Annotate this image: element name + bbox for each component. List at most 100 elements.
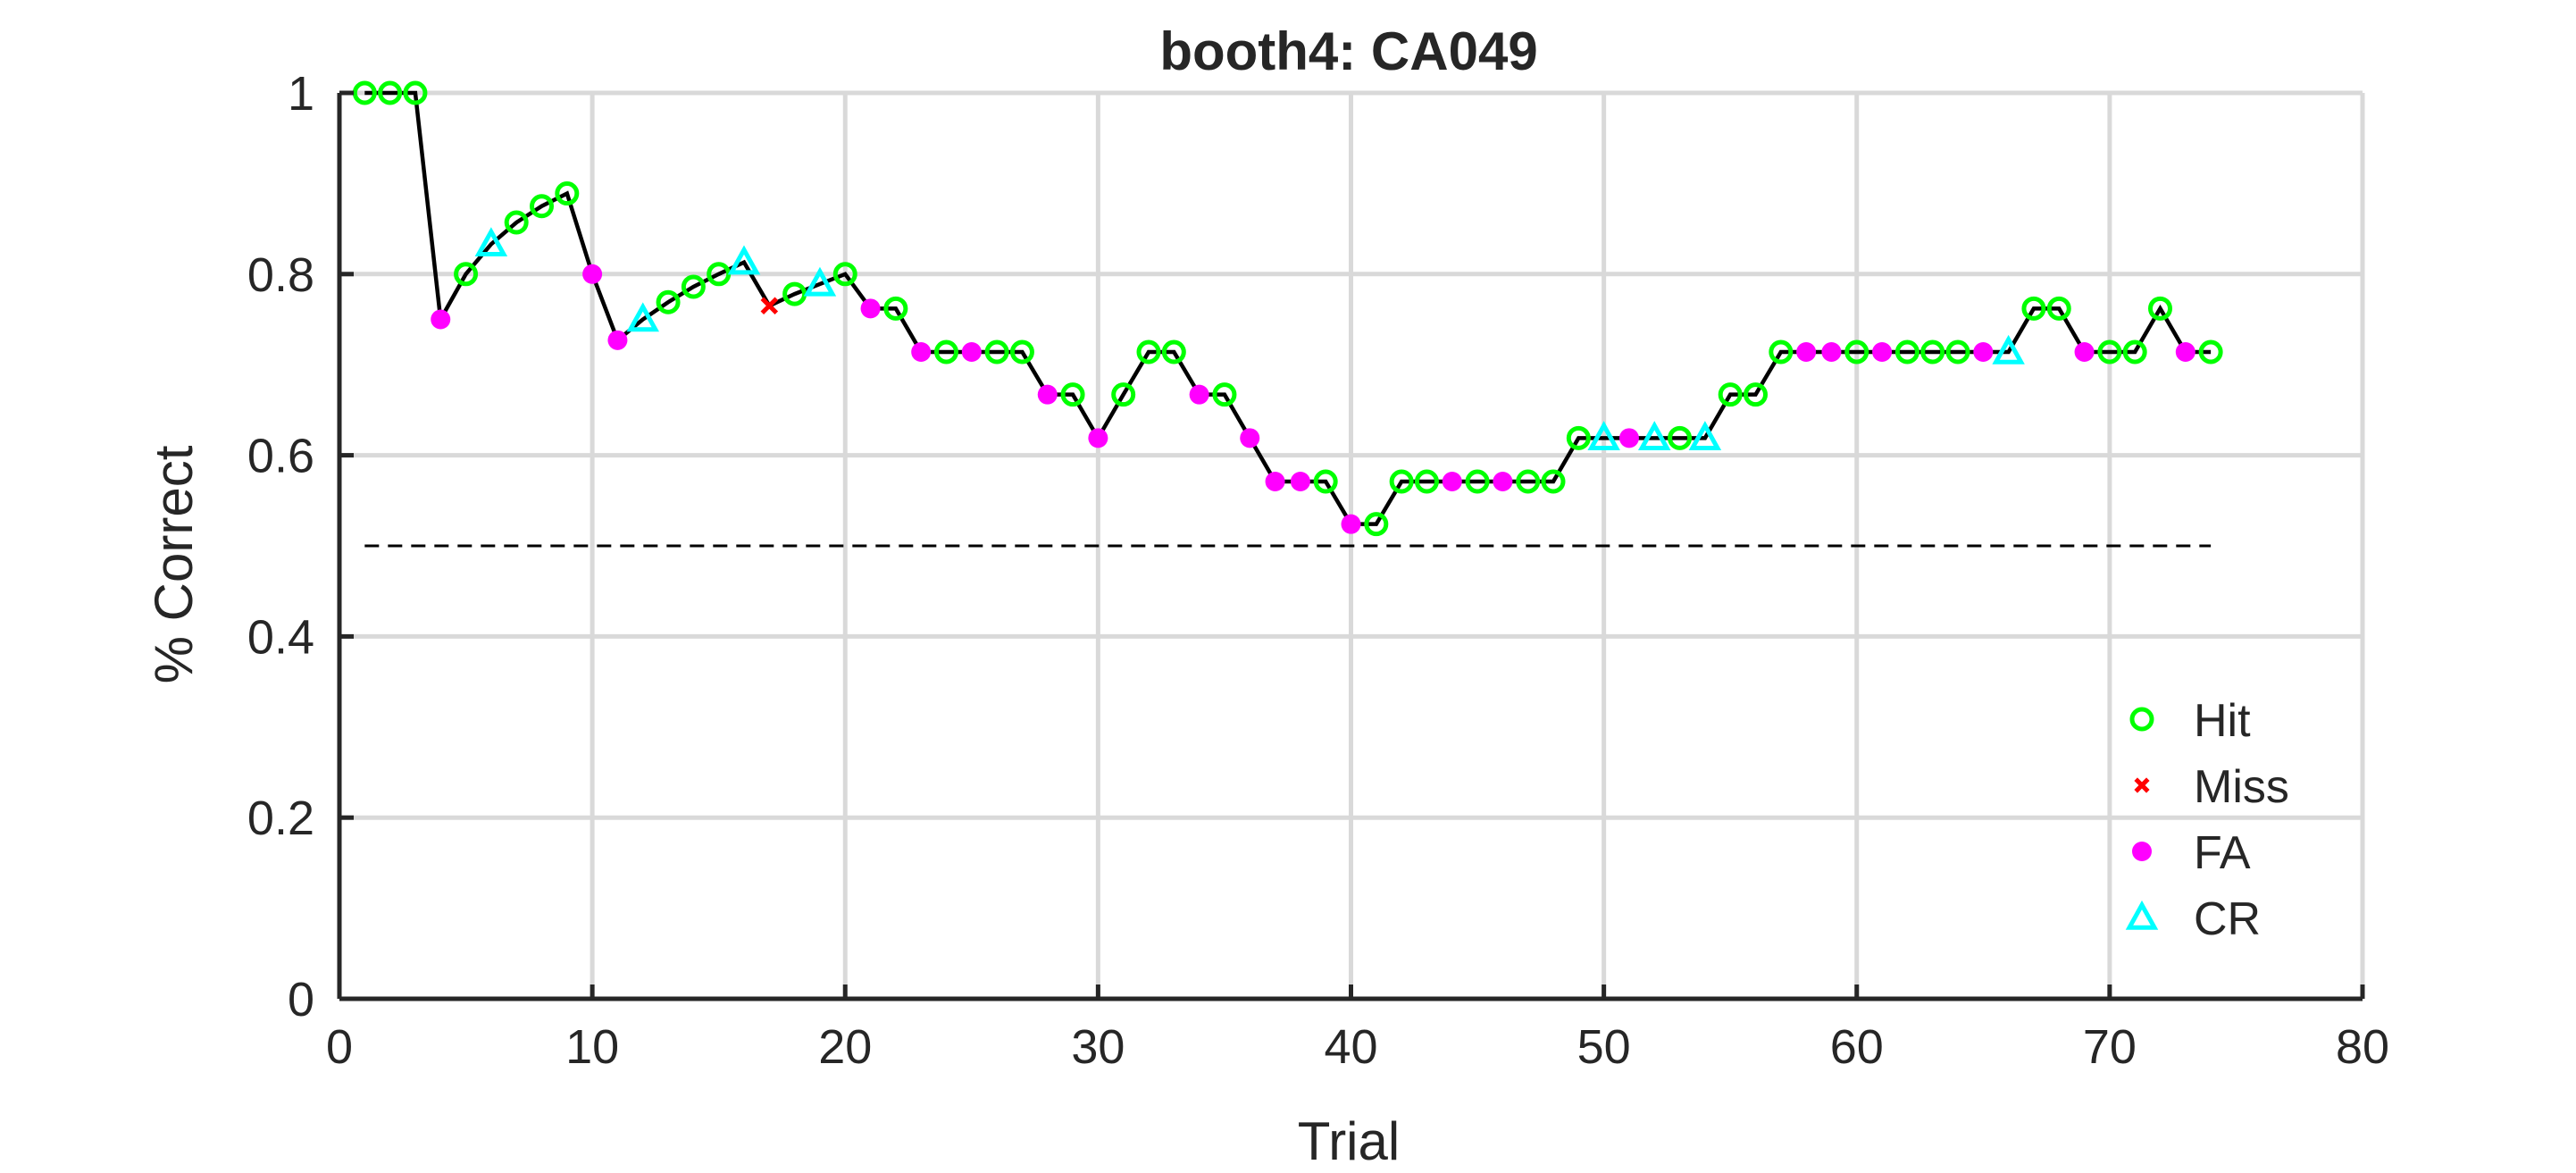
trial-marker-68-hit [2046,296,2071,321]
trial-marker-57-hit [1769,339,1794,364]
trial-marker-18-hit [782,281,807,306]
x-tick-label-8: 80 [2336,1020,2389,1074]
trial-marker-2-hit [378,80,403,105]
y-tick-label-1: 0.2 [247,792,314,845]
trial-marker-12-cr [626,302,659,332]
trial-marker-14-hit [681,274,706,299]
trial-marker-73-fa [2175,342,2195,363]
trial-marker-38-fa [1290,472,1310,492]
legend-item-miss: Miss [2134,761,2289,813]
y-tick-label-4: 0.8 [247,248,314,302]
y-tick-label-5: 1 [288,67,314,121]
trial-marker-36-fa [1240,428,1260,448]
x-tick-label-1: 10 [565,1020,619,1074]
trial-marker-69-fa [2074,342,2095,363]
trial-marker-25-fa [961,342,982,363]
trial-markers [352,80,2223,537]
trial-marker-50-cr [1587,421,1620,451]
trial-marker-47-hit [1516,469,1541,494]
trial-marker-23-fa [911,342,932,363]
trial-marker-45-hit [1465,469,1490,494]
trial-marker-70-hit [2097,339,2122,364]
trial-marker-27-hit [1009,339,1034,364]
trial-marker-19-cr [803,266,837,297]
y-tick-labels: 0 0.2 0.4 0.6 0.8 1 [247,67,314,1026]
trial-marker-20-hit [832,262,857,287]
trial-marker-64-hit [1945,339,1970,364]
trial-marker-1-hit [352,80,377,105]
legend-marker-fa [2132,842,2152,861]
axes [337,90,2365,1001]
trial-marker-62-hit [1894,339,1919,364]
trial-marker-24-hit [934,339,958,364]
trial-marker-53-hit [1668,425,1693,450]
y-tick-label-2: 0.4 [247,610,314,664]
legend-label-fa: FA [2194,827,2251,879]
x-axis-label: Trial [1298,1111,1400,1171]
x-tick-label-5: 50 [1577,1020,1631,1074]
trial-marker-71-hit [2122,339,2147,364]
trial-marker-40-fa [1341,514,1361,534]
trial-marker-9-hit [555,181,580,206]
trial-marker-26-hit [984,339,1009,364]
x-tick-label-4: 40 [1324,1020,1377,1074]
trial-marker-56-hit [1744,382,1768,407]
trial-marker-33-hit [1161,339,1186,364]
trial-marker-74-hit [2198,339,2223,364]
trial-marker-22-hit [883,296,908,321]
legend-label-cr: CR [2194,893,2261,945]
trial-marker-34-fa [1189,384,1209,405]
x-tick-label-7: 70 [2083,1020,2137,1074]
trial-marker-59-fa [1821,342,1842,363]
trial-marker-54-cr [1688,421,1722,451]
trial-marker-58-fa [1796,342,1817,363]
trial-marker-7-hit [504,210,529,235]
x-tick-labels: 0 10 20 30 40 50 60 70 80 [326,1020,2389,1074]
trial-marker-17-miss [760,297,779,315]
trial-marker-11-fa [607,330,628,350]
trial-marker-13-hit [656,289,681,314]
trial-marker-46-fa [1493,472,1513,492]
series-line [364,90,2212,526]
trial-marker-41-hit [1364,512,1389,537]
trial-marker-31-hit [1111,382,1136,407]
trial-marker-30-fa [1088,428,1108,448]
trial-marker-29-hit [1060,382,1085,407]
trial-marker-32-hit [1136,339,1161,364]
legend-item-fa: FA [2132,827,2251,879]
trial-marker-42-hit [1389,469,1414,494]
trial-marker-67-hit [2021,296,2046,321]
trial-marker-16-cr [727,245,761,275]
trial-marker-60-hit [1844,339,1869,364]
trial-marker-61-fa [1872,342,1893,363]
legend-marker-cr [2125,900,2159,930]
x-tick-label-6: 60 [1830,1020,1884,1074]
trial-marker-8-hit [530,194,554,219]
trial-marker-3-hit [403,80,428,105]
trial-marker-35-hit [1212,382,1237,407]
legend-item-cr: CR [2125,893,2261,945]
x-tick-label-2: 20 [818,1020,872,1074]
trial-marker-5-hit [454,262,479,287]
chart-title: booth4: CA049 [1159,21,1537,81]
trial-marker-49-hit [1566,425,1591,450]
trial-marker-52-cr [1638,421,1671,451]
y-tick-label-3: 0.6 [247,430,314,483]
trial-marker-44-fa [1442,472,1462,492]
trial-marker-39-hit [1313,469,1338,494]
trial-marker-66-cr [1992,334,2025,364]
trial-marker-6-cr [474,227,508,257]
legend-marker-hit [2129,707,2154,732]
legend-item-hit: Hit [2129,695,2251,747]
legend-label-hit: Hit [2194,695,2251,747]
trial-marker-48-hit [1541,469,1566,494]
y-axis-label: % Correct [144,445,204,683]
trial-marker-72-hit [2148,296,2172,321]
trial-marker-65-fa [1973,342,1994,363]
trial-marker-28-fa [1037,384,1058,405]
trial-marker-43-hit [1414,469,1439,494]
trial-marker-4-fa [431,309,451,330]
trial-marker-51-fa [1618,428,1639,448]
legend-marker-miss [2134,777,2150,793]
trial-marker-63-hit [1920,339,1945,364]
